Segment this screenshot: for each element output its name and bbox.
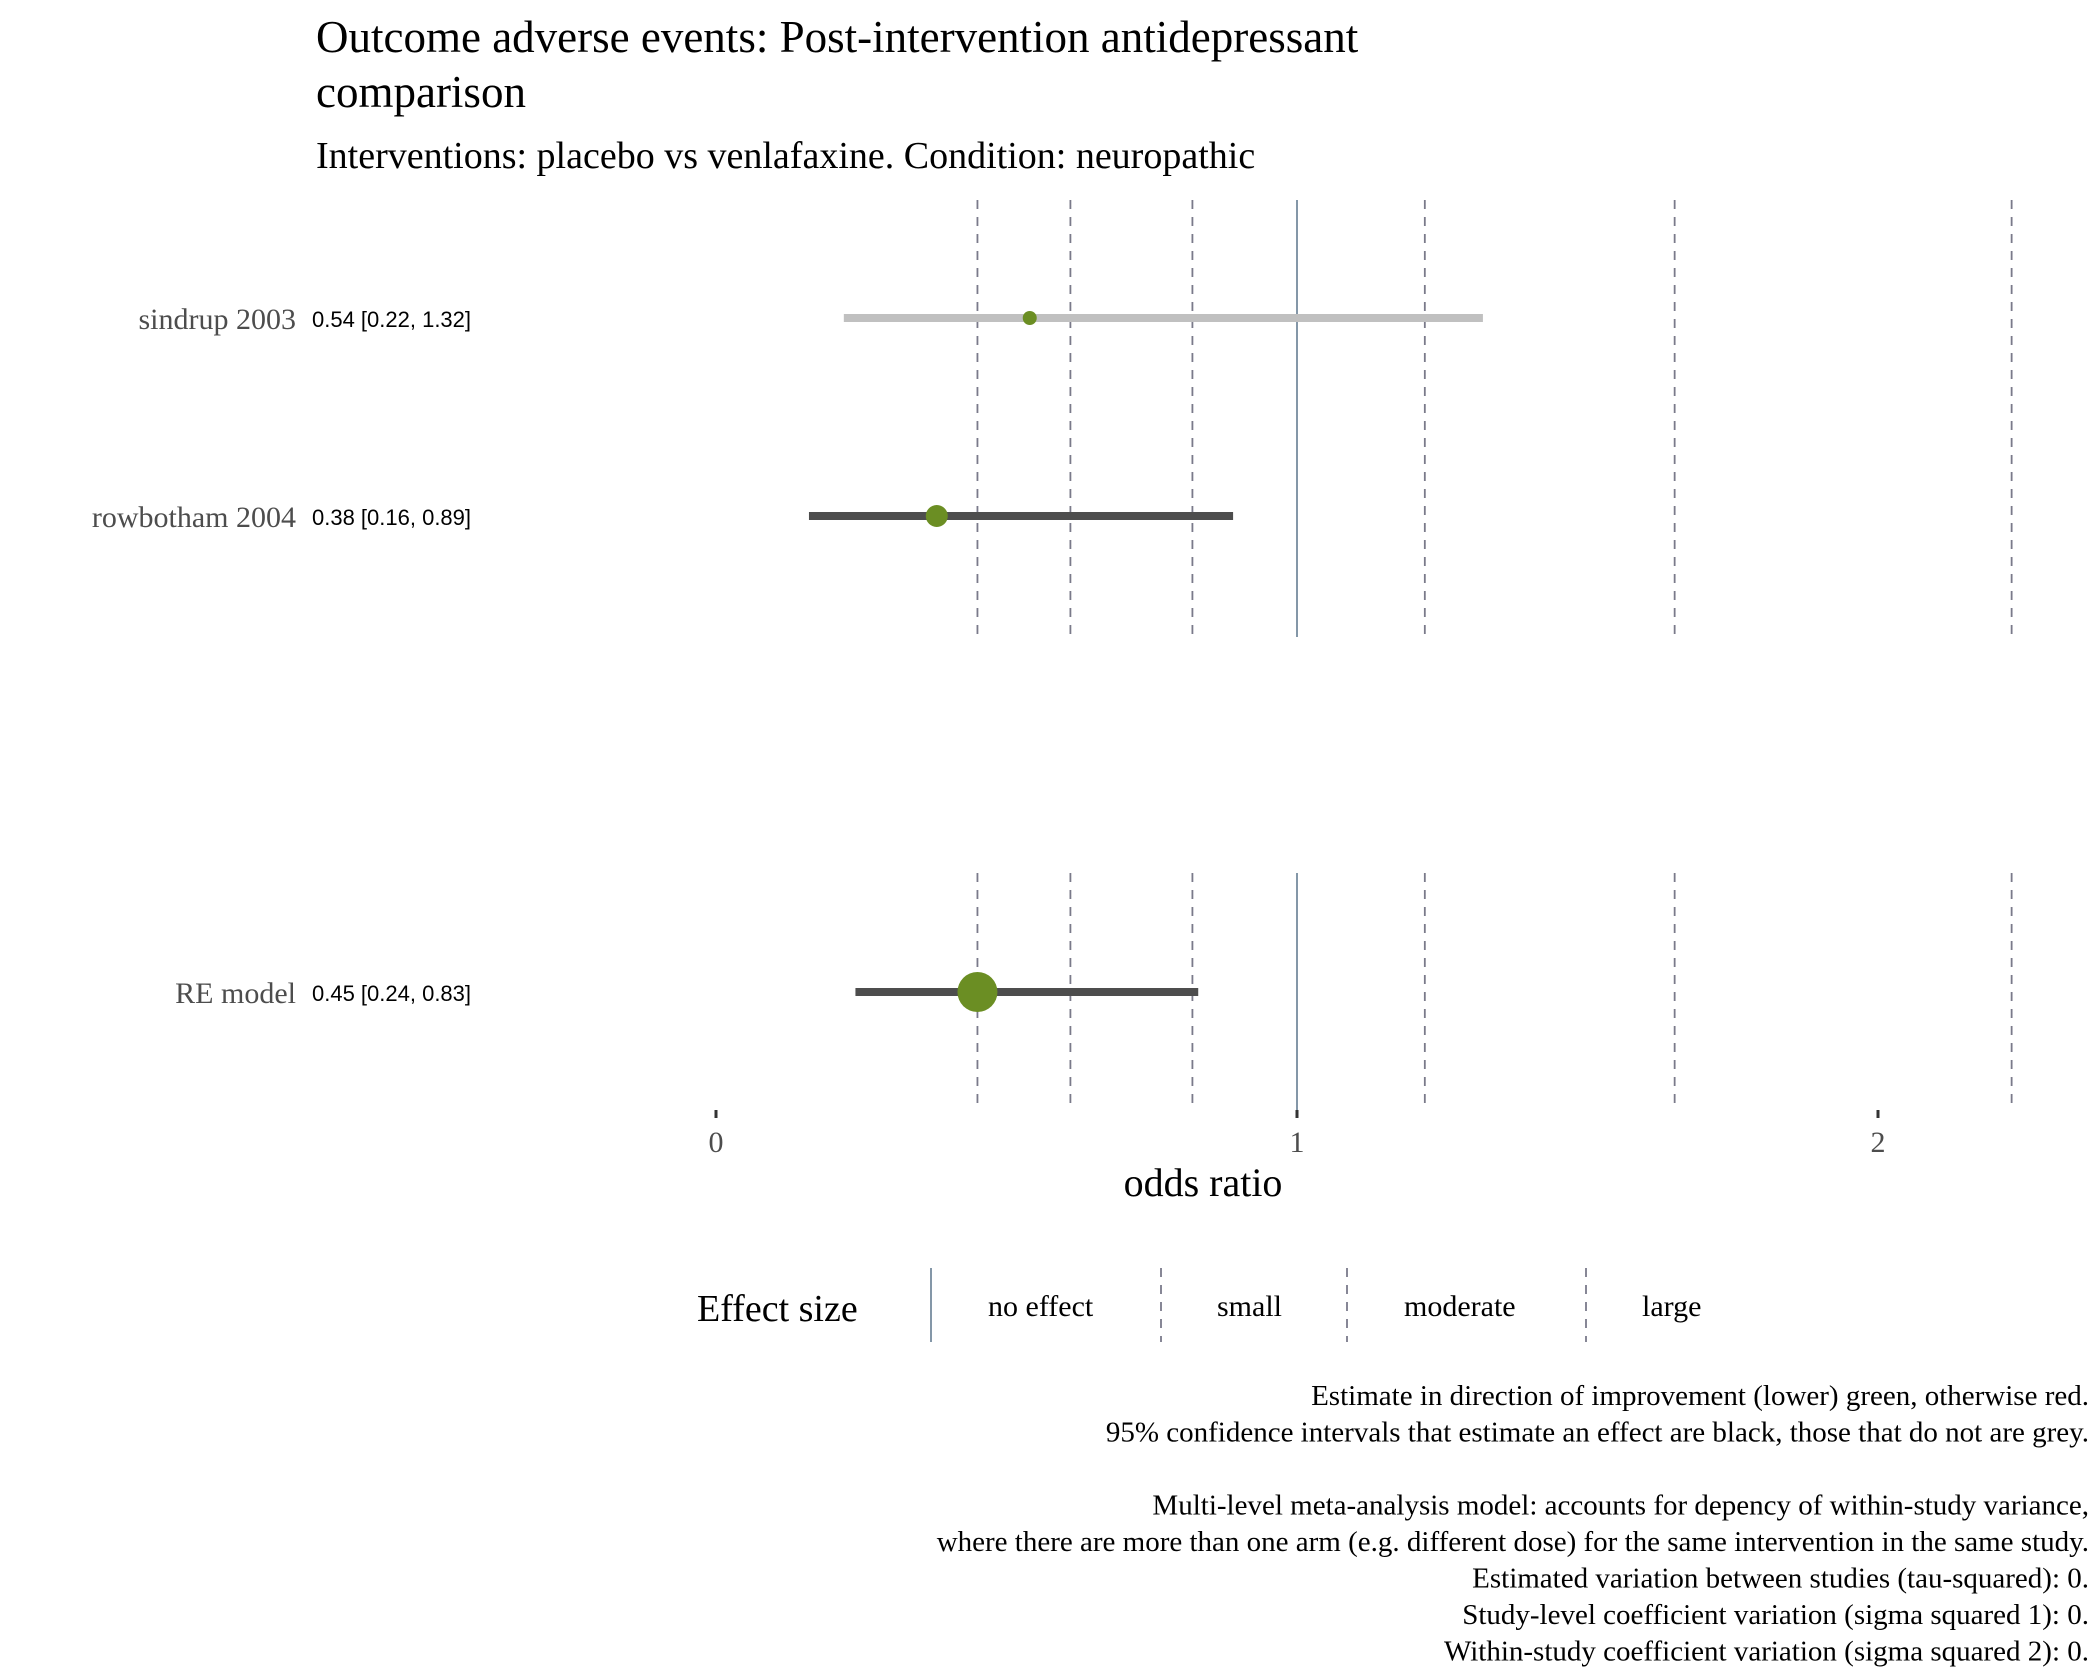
legend: Effect size no effect small moderate large xyxy=(697,1268,1701,1342)
study-row-estimate-text: 0.38 [0.16, 0.89] xyxy=(312,505,471,530)
x-axis-label: odds ratio xyxy=(1124,1160,1283,1205)
caption: Estimate in direction of improvement (lo… xyxy=(937,1380,2089,1668)
caption-line: Estimated variation between studies (tau… xyxy=(1472,1563,2089,1595)
caption-line: Within-study coefficient variation (sigm… xyxy=(1444,1636,2089,1668)
x-tick-label: 2 xyxy=(1871,1126,1886,1159)
study-panel: sindrup 2003 0.54 [0.22, 1.32] rowbotham 2… xyxy=(92,200,2013,637)
summary-row-point-estimate xyxy=(957,972,998,1012)
legend-label-large: large xyxy=(1642,1290,1701,1323)
caption-line: Estimate in direction of improvement (lo… xyxy=(1311,1380,2089,1412)
summary-row-label: RE model xyxy=(175,977,296,1010)
legend-label-moderate: moderate xyxy=(1404,1290,1516,1323)
caption-line: 95% confidence intervals that estimate a… xyxy=(1106,1417,2089,1449)
x-tick-label: 0 xyxy=(709,1126,724,1159)
x-tick-label: 1 xyxy=(1290,1126,1305,1159)
chart-subtitle: Interventions: placebo vs venlafaxine. C… xyxy=(316,135,1255,177)
study-row-point-estimate xyxy=(925,505,948,527)
study-row-estimate-text: 0.54 [0.22, 1.32] xyxy=(312,307,471,332)
caption-line: Multi-level meta-analysis model: account… xyxy=(1152,1490,2089,1522)
summary-panel: RE model 0.45 [0.24, 0.83] xyxy=(175,873,2013,1110)
chart-title-line-2: comparison xyxy=(316,67,526,117)
caption-line: Study-level coefficient variation (sigma… xyxy=(1462,1599,2089,1631)
x-axis: 0 1 2 xyxy=(709,1110,1886,1159)
legend-title: Effect size xyxy=(697,1288,858,1330)
caption-line: where there are more than one arm (e.g. … xyxy=(937,1526,2089,1558)
study-row-label: sindrup 2003 xyxy=(139,303,297,336)
chart-title-line-1: Outcome adverse events: Post-interventio… xyxy=(316,12,1359,62)
study-row-label: rowbotham 2004 xyxy=(92,501,296,534)
legend-label-small: small xyxy=(1217,1290,1282,1323)
study-row-point-estimate xyxy=(1022,311,1037,325)
legend-label-no-effect: no effect xyxy=(988,1290,1094,1323)
summary-row-estimate-text: 0.45 [0.24, 0.83] xyxy=(312,981,471,1006)
